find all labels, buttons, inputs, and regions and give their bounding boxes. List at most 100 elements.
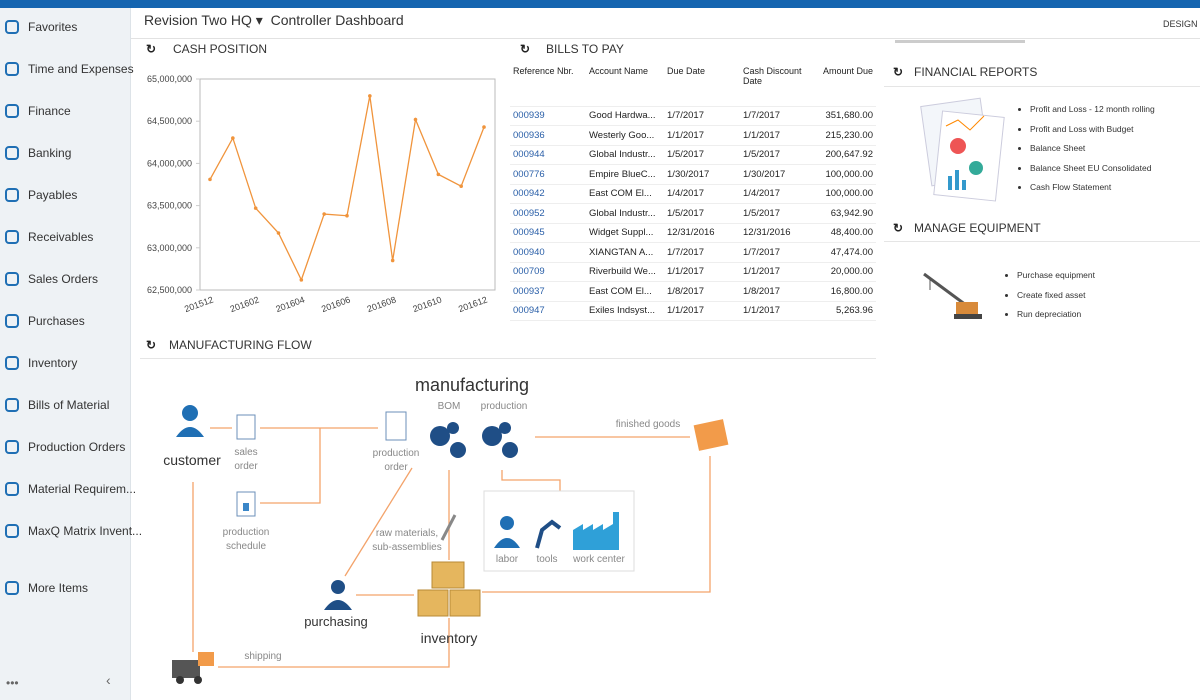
reference-link[interactable]: 000944	[510, 145, 586, 165]
reports-list: Profit and Loss - 12 month rollingProfit…	[1018, 104, 1155, 202]
icon-shape	[5, 62, 19, 76]
design-button[interactable]: DESIGN	[1163, 19, 1198, 29]
nav-label: Bills of Material	[28, 398, 110, 412]
cell: 12/31/2016	[664, 223, 741, 243]
reference-link[interactable]: 000942	[510, 184, 586, 204]
nav-item[interactable]: Inventory	[4, 355, 77, 371]
nav-icon	[5, 440, 19, 454]
cell: 200,647.92	[805, 145, 876, 165]
list: Purchase equipmentCreate fixed assetRun …	[1005, 270, 1095, 329]
nav-label: MaxQ Matrix Invent...	[28, 524, 143, 538]
list-link[interactable]: Profit and Loss - 12 month rolling	[1030, 104, 1155, 124]
collapse[interactable]: ‹	[106, 672, 111, 688]
row: 000940 XIANGTAN A... 1/7/2017 1/7/2017 47,47…	[510, 242, 876, 263]
cell: 63,942.90	[805, 203, 876, 224]
column-header: Cash Discount Date	[740, 66, 806, 107]
nav-label: More Items	[28, 581, 89, 595]
flow-label: inventory	[420, 630, 478, 646]
nav-item[interactable]: MaxQ Matrix Invent...	[4, 523, 142, 539]
icon-shape	[5, 581, 19, 595]
list-link[interactable]: Run depreciation	[1017, 309, 1095, 329]
flow-label: tools	[536, 554, 558, 565]
reference-link[interactable]: 000936	[510, 125, 586, 146]
nav-label: Production Orders	[28, 440, 126, 454]
list-link[interactable]: Balance Sheet	[1030, 143, 1155, 163]
cell: 1/7/2017	[664, 242, 741, 263]
cell: 100,000.00	[805, 164, 876, 185]
flow-label: shipping	[244, 651, 282, 662]
reference-link[interactable]: 000937	[510, 281, 586, 302]
cell: 1/1/2017	[740, 262, 806, 282]
point	[482, 125, 486, 129]
reference-link[interactable]: 000952	[510, 203, 586, 224]
company[interactable]: Revision Two HQ	[144, 12, 252, 28]
nav-icon	[5, 20, 19, 34]
sidebar: ••• ‹ Favorites Time and Expenses Finance B…	[0, 8, 142, 700]
rule	[884, 86, 1200, 87]
cell: Good Hardwa...	[586, 106, 665, 126]
nav-item[interactable]: Favorites	[4, 19, 77, 35]
cell: 1/7/2017	[664, 106, 741, 126]
nav-item[interactable]: Material Requirem...	[4, 481, 136, 497]
reports-image	[920, 97, 1005, 202]
refresh[interactable]: ↻	[893, 65, 904, 79]
refresh[interactable]: ↻	[146, 338, 157, 352]
list-link[interactable]: Create fixed asset	[1017, 290, 1095, 310]
nav-item[interactable]: More Items	[4, 580, 88, 596]
nav-item[interactable]: Finance	[4, 103, 71, 119]
list-link[interactable]: Cash Flow Statement	[1030, 182, 1155, 202]
point	[345, 213, 349, 218]
nav-item[interactable]: Payables	[4, 187, 77, 203]
row: 000939 Good Hardwa... 1/7/2017 1/7/2017 351,…	[510, 106, 876, 126]
cell: 1/5/2017	[740, 203, 806, 224]
list: Profit and Loss - 12 month rollingProfit…	[1018, 104, 1155, 202]
reference-link[interactable]: 000776	[510, 164, 586, 185]
refresh[interactable]: ↻	[520, 42, 531, 56]
row: 000944 Global Industr... 1/5/2017 1/5/2017 2…	[510, 145, 876, 165]
nav-item[interactable]: Bills of Material	[4, 397, 109, 413]
list-link[interactable]: Balance Sheet EU Consolidated	[1030, 163, 1155, 183]
nav-item[interactable]: Time and Expenses	[4, 61, 134, 77]
row: 000952 Global Industr... 1/5/2017 1/5/2017 6…	[510, 203, 876, 224]
nav-item[interactable]: Sales Orders	[4, 271, 98, 287]
reference-link[interactable]: 000940	[510, 242, 586, 263]
icon-shape	[5, 188, 19, 202]
list-link[interactable]: Purchase equipment	[1017, 270, 1095, 290]
reference-link[interactable]: 000947	[510, 301, 586, 321]
nav-label: Purchases	[28, 314, 85, 328]
cell: 1/1/2017	[740, 301, 806, 321]
cell: XIANGTAN A...	[586, 242, 665, 263]
cell: 1/4/2017	[664, 184, 741, 204]
refresh[interactable]: ↻	[146, 42, 157, 56]
rule	[140, 358, 876, 359]
dots[interactable]: •••	[6, 676, 19, 690]
reference-link[interactable]: 000939	[510, 106, 586, 126]
column-header: Reference Nbr.	[510, 66, 586, 107]
column-header: Account Name	[586, 66, 665, 107]
nav-item[interactable]: Purchases	[4, 313, 85, 329]
panel-title: BILLS TO PAY	[546, 42, 624, 56]
cell: East COM El...	[586, 184, 665, 204]
cell: 16,800.00	[805, 281, 876, 302]
reference-link[interactable]: 000945	[510, 223, 586, 243]
list-link[interactable]: Profit and Loss with Budget	[1030, 124, 1155, 144]
cell: 1/7/2017	[740, 242, 806, 263]
y-tick-label: 62,500,000	[147, 285, 192, 295]
cell: 1/1/2017	[740, 125, 806, 146]
flow-label: finished goods	[615, 419, 681, 430]
cell: 1/1/2017	[664, 301, 741, 321]
refresh[interactable]: ↻	[893, 221, 904, 235]
cell: 1/8/2017	[740, 281, 806, 302]
cell: Riverbuild We...	[586, 262, 665, 282]
cell: Westerly Goo...	[586, 125, 665, 146]
nav-item[interactable]: Banking	[4, 145, 71, 161]
flow-label: production order	[372, 448, 420, 473]
reference-link[interactable]: 000709	[510, 262, 586, 282]
top-bar	[0, 0, 1200, 8]
nav-item[interactable]: Production Orders	[4, 439, 125, 455]
nav-item[interactable]: Receivables	[4, 229, 93, 245]
cell: 1/5/2017	[740, 145, 806, 165]
nav-label: Payables	[28, 188, 78, 202]
breadcrumb: Revision Two HQ ▾ Controller Dashboard	[144, 12, 404, 28]
flow-label: raw materials, sub-assemblies	[372, 528, 442, 553]
